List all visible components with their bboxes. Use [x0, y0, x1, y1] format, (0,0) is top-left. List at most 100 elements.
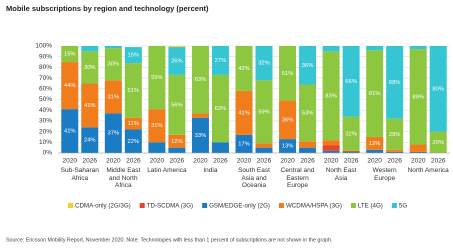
legend-label: WCDMA/HSPA (3G)	[286, 203, 342, 210]
bar-segment	[191, 113, 209, 118]
bar-segment	[81, 83, 99, 128]
data-label: 63%	[215, 106, 227, 112]
data-label: 15%	[64, 52, 76, 58]
x-tick-label: 2026	[300, 158, 315, 165]
bar-segment	[279, 46, 297, 101]
bar-segment	[211, 142, 229, 153]
bar-segment	[299, 141, 317, 148]
bar-segment	[255, 143, 273, 148]
data-label: 59%	[258, 109, 270, 115]
x-tick-label: 2026	[170, 158, 185, 165]
x-tick-label: 2026	[126, 158, 141, 165]
bar-segment	[255, 80, 273, 144]
y-tick-label: 0%	[43, 150, 53, 157]
data-label: 41%	[238, 110, 250, 116]
x-tick-label: 2026	[213, 158, 228, 165]
bar-segment	[279, 100, 297, 140]
data-label: 41%	[64, 129, 76, 135]
group-label: Latin America	[147, 167, 187, 174]
bar-segment	[299, 84, 317, 142]
group-label: Central and Eastern Europe	[280, 167, 315, 189]
y-tick-label: 10%	[39, 139, 52, 146]
bar-segment	[322, 51, 340, 141]
bar-segment	[191, 46, 209, 114]
x-tick-label: 2026	[387, 158, 402, 165]
bar-segment	[211, 74, 229, 143]
bar-segment	[81, 51, 99, 84]
bar-segment	[366, 46, 384, 51]
bar-segment	[409, 151, 427, 153]
data-label: 20%	[432, 140, 444, 146]
data-label: 31%	[108, 94, 120, 100]
y-tick-label: 90%	[39, 53, 52, 60]
bar-segment	[299, 46, 317, 85]
data-label: 37%	[108, 131, 120, 137]
bar-segment	[366, 50, 384, 137]
bar-segment	[81, 127, 99, 153]
data-label: 36%	[282, 117, 294, 123]
data-label: 26%	[171, 59, 183, 65]
data-label: 81%	[369, 91, 381, 97]
bar-segment	[386, 46, 404, 119]
bar-segment	[168, 74, 186, 135]
y-tick-label: 60%	[39, 86, 52, 93]
data-label: 89%	[412, 94, 424, 100]
group-label: North East Asia	[325, 167, 357, 182]
data-label: 24%	[84, 138, 96, 144]
bar-segment	[124, 47, 142, 64]
bar-segment	[168, 134, 186, 148]
bar-segment	[255, 46, 273, 81]
source-note: Source: Ericsson Mobility Report, Novemb…	[6, 237, 332, 243]
bar-segment	[104, 113, 122, 153]
data-label: 66%	[345, 79, 357, 85]
data-label: 12%	[171, 139, 183, 145]
x-tick-label: 2026	[83, 158, 98, 165]
x-tick-label: 2026	[344, 158, 359, 165]
data-label: 12%	[369, 141, 381, 147]
data-label: 83%	[325, 93, 337, 99]
bar-segment	[235, 134, 253, 153]
bar-segment	[148, 142, 166, 153]
bar-segment	[366, 136, 384, 150]
group-label: Middle East and North Africa	[106, 167, 141, 189]
bar-segment	[299, 147, 317, 153]
bar-segment	[409, 49, 427, 145]
data-label: 31%	[151, 123, 163, 129]
bar-segment	[342, 46, 360, 117]
y-tick-label: 30%	[39, 118, 52, 125]
bar-segment	[322, 145, 340, 151]
x-tick-label: 2020	[237, 158, 252, 165]
legend-swatch	[68, 203, 73, 208]
bar-segment	[61, 46, 79, 63]
bar-segment	[61, 62, 79, 110]
data-label: 53%	[302, 110, 314, 116]
bar-segment	[322, 46, 340, 52]
bar-segment	[255, 147, 273, 153]
data-label: 17%	[238, 141, 250, 147]
y-tick-label: 40%	[39, 107, 52, 114]
legend-swatch	[350, 203, 356, 208]
legend-label: 5G	[399, 203, 407, 210]
group-label: Western Europe	[372, 167, 397, 182]
y-tick-label: 20%	[39, 128, 52, 135]
bar-segment	[235, 46, 253, 91]
data-label: 22%	[128, 139, 140, 145]
bar-segment	[124, 63, 142, 118]
bar-segment	[366, 149, 384, 153]
bar-segment	[104, 80, 122, 114]
data-label: 33%	[195, 133, 207, 139]
x-tick-label: 2020	[63, 158, 78, 165]
data-label: 13%	[282, 144, 294, 150]
y-tick-label: 50%	[39, 96, 52, 103]
data-label: 29%	[389, 132, 401, 138]
bar-segment	[429, 46, 447, 132]
bar-segment	[124, 129, 142, 153]
group-label: North America	[407, 167, 449, 174]
y-tick-label: 100%	[35, 43, 52, 50]
x-tick-label: 2020	[367, 158, 382, 165]
bar-segment	[61, 109, 79, 153]
bar-segment	[104, 46, 122, 49]
bar-segment	[124, 117, 142, 130]
x-tick-label: 2020	[193, 158, 208, 165]
y-tick-label: 70%	[39, 75, 52, 82]
